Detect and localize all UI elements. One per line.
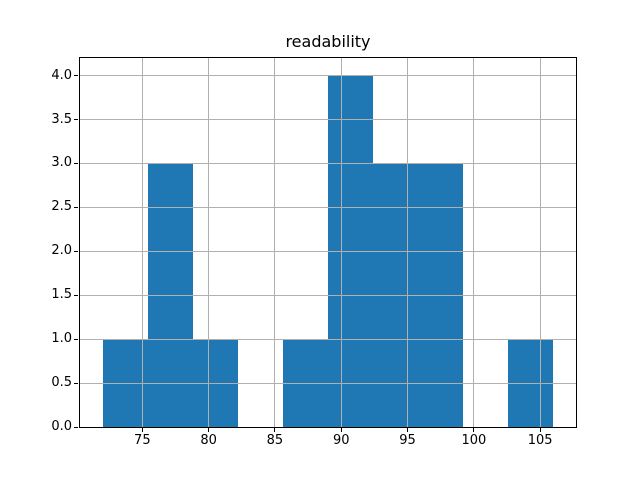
- x-tick-label: 90: [332, 433, 350, 448]
- x-tick-label: 95: [399, 433, 416, 448]
- x-tick: [473, 428, 475, 432]
- y-tick-label: 1.5: [51, 287, 72, 303]
- y-tick-label: 0.5: [51, 375, 72, 391]
- y-tick-label: 2.0: [51, 243, 72, 259]
- y-tick: [74, 426, 78, 428]
- chart-title: readability: [285, 32, 371, 51]
- x-tick: [407, 428, 409, 432]
- y-gridline: [80, 75, 576, 77]
- x-gridline: [340, 58, 342, 427]
- x-tick-label: 85: [266, 433, 284, 448]
- y-tick-label: 2.5: [51, 199, 72, 215]
- y-tick: [74, 75, 78, 77]
- y-tick: [74, 294, 78, 296]
- y-tick-label: 0.0: [51, 419, 72, 434]
- y-tick: [74, 250, 78, 252]
- y-tick: [74, 206, 78, 208]
- y-tick-label: 3.5: [51, 111, 72, 127]
- y-gridline: [80, 250, 576, 252]
- y-tick: [74, 119, 78, 120]
- x-gridline: [539, 58, 541, 427]
- y-gridline: [80, 294, 576, 296]
- x-tick: [141, 428, 143, 432]
- x-tick: [274, 428, 276, 432]
- plot-area: [79, 57, 577, 428]
- y-tick-label: 4.0: [51, 67, 72, 83]
- x-gridline: [407, 58, 409, 427]
- x-tick-label: 105: [527, 433, 553, 448]
- x-gridline: [141, 58, 143, 427]
- y-tick-label: 1.0: [51, 331, 72, 347]
- x-tick-label: 80: [200, 433, 217, 448]
- y-tick: [74, 338, 78, 340]
- x-gridline: [473, 58, 475, 427]
- y-tick: [74, 382, 78, 384]
- x-gridline: [274, 58, 276, 427]
- x-tick: [208, 428, 210, 432]
- x-gridline: [208, 58, 210, 427]
- y-tick: [74, 162, 78, 164]
- x-tick: [539, 428, 541, 432]
- y-gridline: [80, 338, 576, 340]
- x-tick-label: 75: [134, 433, 151, 448]
- y-gridline: [80, 206, 576, 208]
- y-tick-label: 3.0: [51, 155, 72, 171]
- y-gridline: [80, 162, 576, 164]
- y-gridline: [80, 119, 576, 120]
- x-tick-label: 100: [461, 433, 487, 448]
- y-gridline: [80, 382, 576, 384]
- x-tick: [340, 428, 342, 432]
